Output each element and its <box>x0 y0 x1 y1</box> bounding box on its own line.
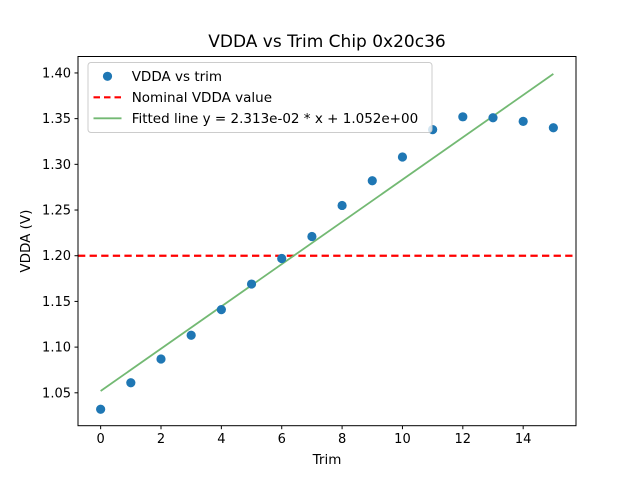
scatter-point <box>216 305 226 315</box>
legend-label: Nominal VDDA value <box>132 90 272 106</box>
y-tick-label: 1.15 <box>42 295 71 310</box>
x-tick-label: 2 <box>157 432 165 447</box>
legend-label: Fitted line y = 2.313e-02 * x + 1.052e+0… <box>132 111 419 127</box>
y-axis-label: VDDA (V) <box>18 210 34 273</box>
scatter-point <box>307 231 317 242</box>
scatter-point <box>337 200 347 211</box>
scatter-point <box>126 378 136 388</box>
plot-frame <box>77 56 577 427</box>
x-axis-label: Trim <box>312 452 342 468</box>
y-tick-label: 1.10 <box>42 341 71 356</box>
legend-box <box>87 62 433 133</box>
scatter-point <box>458 112 468 122</box>
x-tick-label: 12 <box>455 432 472 447</box>
scatter-point <box>518 116 528 126</box>
scatter-point <box>488 113 498 123</box>
scatter-point <box>186 330 196 340</box>
scatter-point <box>367 176 377 186</box>
x-tick-label: 10 <box>394 432 411 447</box>
scatter-point <box>548 123 558 133</box>
fitted-line <box>100 73 554 392</box>
y-tick-label: 1.30 <box>42 158 71 173</box>
chart-title: VDDA vs Trim Chip 0x20c36 <box>208 32 445 52</box>
x-tick-label: 0 <box>96 432 104 447</box>
y-tick-label: 1.20 <box>42 249 71 264</box>
x-tick-label: 4 <box>217 432 225 447</box>
x-tick-label: 14 <box>515 432 532 447</box>
y-tick-label: 1.35 <box>42 112 71 127</box>
x-tick-label: 6 <box>278 432 286 447</box>
legend-label: VDDA vs trim <box>132 69 222 85</box>
scatter-point <box>277 253 287 264</box>
scatter-point <box>156 354 166 364</box>
y-tick-label: 1.05 <box>42 386 71 401</box>
legend-scatter-handle <box>102 71 113 81</box>
y-tick-label: 1.40 <box>42 66 71 81</box>
scatter-point <box>397 152 408 162</box>
scatter-point <box>96 404 106 414</box>
y-tick-label: 1.25 <box>42 204 71 219</box>
scatter-point <box>246 279 257 289</box>
x-tick-label: 8 <box>338 432 346 447</box>
